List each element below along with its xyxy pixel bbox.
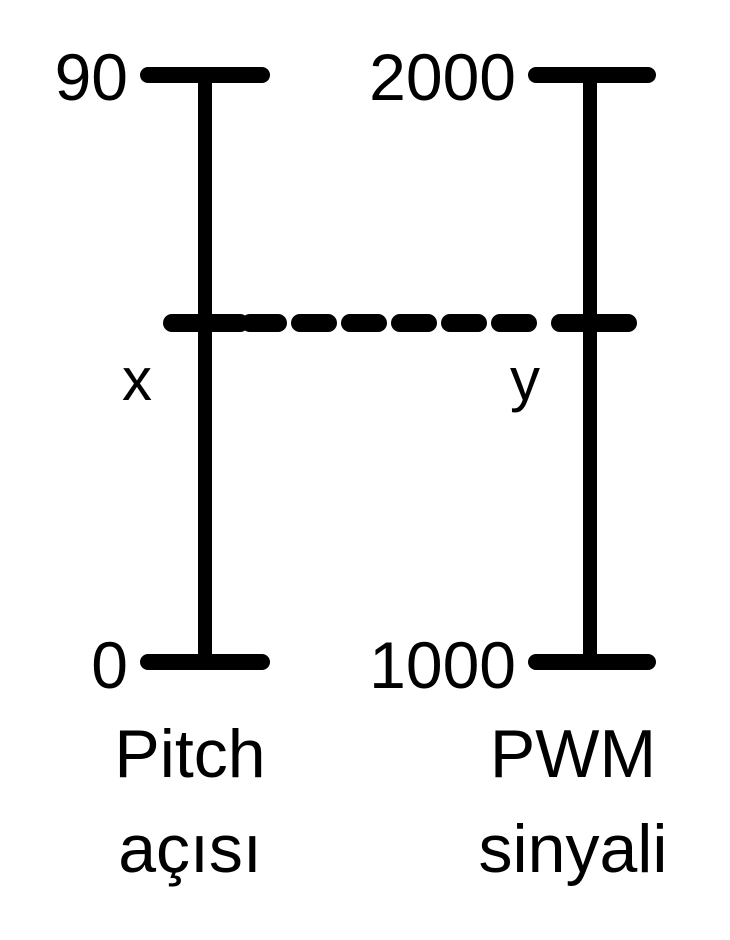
right-scale-caption-line2: sinyali xyxy=(479,811,668,887)
left-scale-caption-line2: açısı xyxy=(118,811,262,887)
right-scale-variable-label: y xyxy=(510,346,540,413)
left-scale: 90 0 x Pitch açısı xyxy=(55,40,270,887)
right-scale-caption-line1: PWM xyxy=(490,716,656,792)
left-scale-variable-label: x xyxy=(122,346,152,413)
right-scale-top-label: 2000 xyxy=(369,40,516,114)
right-scale-bottom-label: 1000 xyxy=(369,628,516,702)
right-scale: 2000 1000 y PWM sinyali xyxy=(369,40,667,887)
left-scale-top-label: 90 xyxy=(55,40,128,114)
left-scale-bottom-label: 0 xyxy=(91,628,128,702)
left-scale-caption-line1: Pitch xyxy=(114,716,265,792)
